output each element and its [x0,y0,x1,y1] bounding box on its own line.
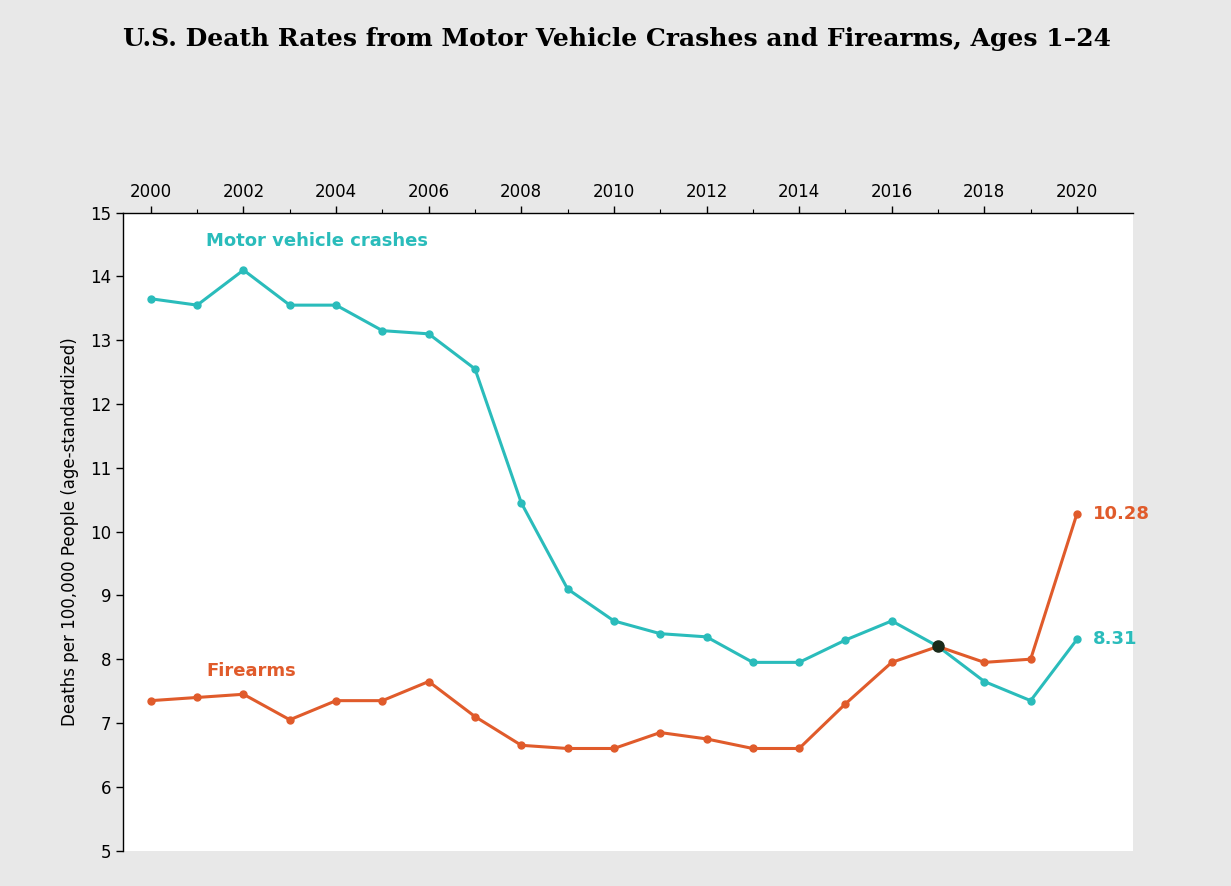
Text: 8.31: 8.31 [1093,631,1137,649]
Text: 10.28: 10.28 [1093,505,1150,523]
Text: U.S. Death Rates from Motor Vehicle Crashes and Firearms, Ages 1–24: U.S. Death Rates from Motor Vehicle Cras… [123,27,1112,51]
Y-axis label: Deaths per 100,000 People (age-standardized): Deaths per 100,000 People (age-standardi… [60,338,79,726]
Text: Motor vehicle crashes: Motor vehicle crashes [207,232,428,251]
Text: Firearms: Firearms [207,662,297,680]
